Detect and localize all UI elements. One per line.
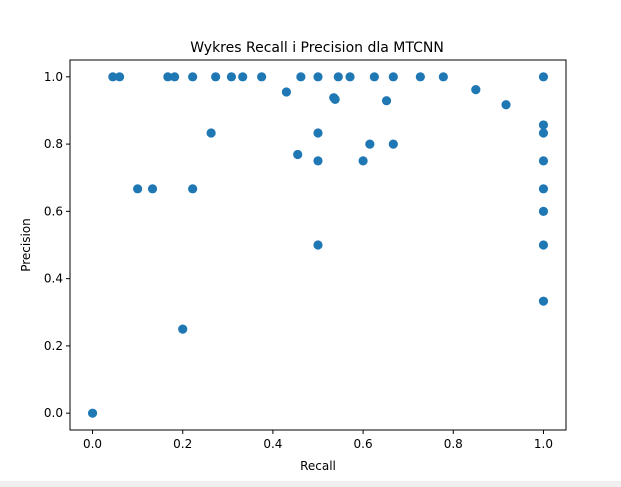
data-point xyxy=(538,184,549,194)
data-point xyxy=(313,128,323,138)
data-point xyxy=(345,72,355,82)
data-point xyxy=(388,72,398,82)
data-point xyxy=(178,324,188,334)
chart-title: Wykres Recall i Precision dla MTCNN xyxy=(190,40,444,56)
plot-frame xyxy=(69,59,567,431)
data-point xyxy=(226,72,237,82)
y-tick-label: 0.6 xyxy=(44,204,63,218)
data-point xyxy=(538,128,549,138)
data-point xyxy=(313,240,323,250)
data-point xyxy=(313,72,323,82)
data-point xyxy=(170,72,180,82)
data-point xyxy=(188,72,198,82)
x-tick-label: 0.0 xyxy=(83,437,102,451)
y-axis-ticks: 0.0 0.2 0.4 0.6 0.8 1.0 xyxy=(44,70,70,420)
x-axis-ticks: 0.0 0.2 0.4 0.6 0.8 1.0 xyxy=(83,430,553,451)
data-point xyxy=(108,72,118,82)
y-tick-label: 0.8 xyxy=(44,137,63,151)
data-point xyxy=(369,72,379,82)
data-point xyxy=(211,72,221,82)
data-point xyxy=(296,72,306,82)
data-point xyxy=(257,72,267,82)
data-point xyxy=(538,240,549,250)
data-point xyxy=(358,156,368,166)
x-tick-label: 0.2 xyxy=(173,437,192,451)
data-point xyxy=(438,72,448,82)
y-tick-label: 0.4 xyxy=(44,272,63,286)
data-point xyxy=(293,149,303,160)
data-point xyxy=(188,184,198,194)
data-point xyxy=(330,94,340,104)
data-point xyxy=(115,72,125,82)
data-point xyxy=(281,87,292,97)
data-point xyxy=(538,120,549,130)
data-point xyxy=(538,156,549,166)
data-point xyxy=(538,206,549,216)
data-point xyxy=(147,184,158,194)
data-point xyxy=(87,408,98,418)
data-point xyxy=(538,296,549,306)
data-point xyxy=(381,96,392,106)
data-point xyxy=(238,72,248,82)
data-points xyxy=(87,72,549,418)
x-tick-label: 0.8 xyxy=(444,437,463,451)
data-point xyxy=(313,156,323,166)
data-point xyxy=(163,72,173,82)
data-point xyxy=(415,72,425,82)
x-axis-label: Recall xyxy=(300,459,336,473)
data-point xyxy=(538,72,549,82)
x-tick-label: 1.0 xyxy=(534,437,553,451)
y-tick-label: 0.0 xyxy=(44,406,63,420)
data-point xyxy=(365,139,375,149)
data-point xyxy=(388,139,398,149)
data-point xyxy=(471,85,481,95)
x-tick-label: 0.6 xyxy=(354,437,373,451)
data-point xyxy=(501,100,511,110)
y-tick-label: 0.2 xyxy=(44,339,63,353)
x-tick-label: 0.4 xyxy=(263,437,282,451)
data-point xyxy=(133,184,143,194)
y-tick-label: 1.0 xyxy=(44,70,63,84)
y-axis-label: Precision xyxy=(19,218,33,272)
data-point xyxy=(206,128,216,138)
data-point xyxy=(333,72,343,82)
window-bottom-strip xyxy=(0,481,621,487)
